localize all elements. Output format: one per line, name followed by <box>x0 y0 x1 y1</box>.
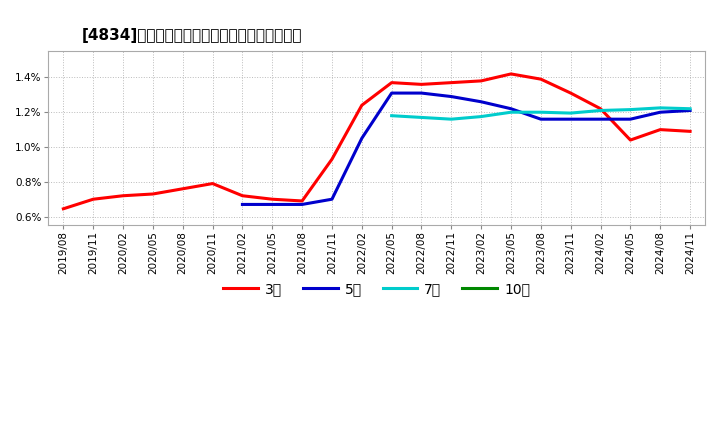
7年 <box>507 110 516 115</box>
3年 <box>656 127 665 132</box>
5年 <box>536 117 545 122</box>
3年 <box>387 80 396 85</box>
5年 <box>596 117 605 122</box>
3年 <box>447 80 456 85</box>
7年 <box>596 108 605 113</box>
5年 <box>685 108 694 113</box>
3年 <box>298 198 307 204</box>
7年 <box>417 115 426 120</box>
Line: 3年: 3年 <box>63 74 690 209</box>
3年 <box>208 181 217 186</box>
3年 <box>358 103 366 108</box>
7年 <box>626 107 635 112</box>
3年 <box>477 78 485 84</box>
Text: [4834]　当期純利益マージンの標準偏差の推移: [4834] 当期純利益マージンの標準偏差の推移 <box>81 28 302 43</box>
5年 <box>567 117 575 122</box>
7年 <box>567 110 575 116</box>
3年 <box>685 129 694 134</box>
7年 <box>477 114 485 119</box>
5年 <box>507 106 516 111</box>
7年 <box>536 110 545 115</box>
5年 <box>626 117 635 122</box>
3年 <box>119 193 127 198</box>
5年 <box>387 91 396 96</box>
3年 <box>89 197 97 202</box>
3年 <box>507 71 516 77</box>
5年 <box>238 202 247 207</box>
3年 <box>567 91 575 96</box>
3年 <box>179 186 187 191</box>
3年 <box>148 191 157 197</box>
7年 <box>387 113 396 118</box>
Line: 5年: 5年 <box>243 93 690 205</box>
3年 <box>626 137 635 143</box>
5年 <box>447 94 456 99</box>
3年 <box>268 197 276 202</box>
5年 <box>656 110 665 115</box>
3年 <box>59 206 68 212</box>
7年 <box>656 105 665 110</box>
5年 <box>268 202 276 207</box>
3年 <box>536 77 545 82</box>
3年 <box>328 157 336 162</box>
7年 <box>447 117 456 122</box>
5年 <box>328 197 336 202</box>
5年 <box>477 99 485 104</box>
3年 <box>596 106 605 111</box>
5年 <box>417 91 426 96</box>
3年 <box>417 82 426 87</box>
5年 <box>358 136 366 141</box>
Line: 7年: 7年 <box>392 108 690 119</box>
3年 <box>238 193 247 198</box>
5年 <box>298 202 307 207</box>
7年 <box>685 106 694 111</box>
Legend: 3年, 5年, 7年, 10年: 3年, 5年, 7年, 10年 <box>218 277 536 302</box>
